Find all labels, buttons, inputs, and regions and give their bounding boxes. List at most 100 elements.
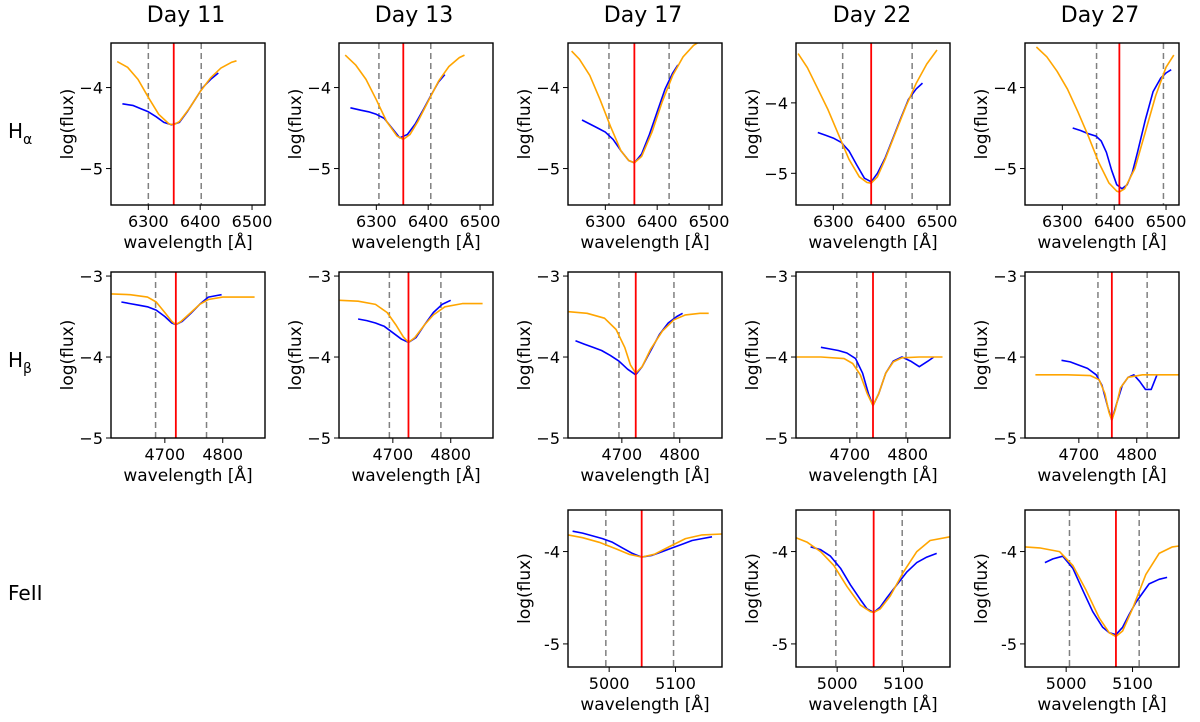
plot-area xyxy=(344,43,465,205)
panel-frame xyxy=(567,271,723,439)
x-tick-label: 5100 xyxy=(883,674,924,693)
panel-hbeta-day11: 4700 4800 −5 −4 −3 wavelength [Å] log(flux) xyxy=(58,267,266,486)
plot-area xyxy=(1025,510,1179,667)
x-tick-label: 6400 xyxy=(408,212,449,231)
panel-frame xyxy=(338,271,494,439)
row-label-halpha: Hα xyxy=(8,119,32,148)
x-tick-label: 6400 xyxy=(1094,212,1135,231)
y-tick-label: −5 xyxy=(764,429,788,448)
panel-frame xyxy=(795,271,951,439)
plot-area xyxy=(796,272,943,438)
y-axis-label: log(flux) xyxy=(743,553,763,624)
x-tick-label: 6500 xyxy=(1146,212,1187,231)
y-axis-label: log(flux) xyxy=(743,89,763,160)
y-tick-label: −5 xyxy=(536,160,560,179)
plot-area xyxy=(111,272,255,438)
x-tick-label: 6300 xyxy=(585,212,626,231)
column-title-day-13: Day 13 xyxy=(375,3,453,28)
panel-halpha-day22: 6300 6400 6500 −5 −4 wavelength [Å] log(flux) xyxy=(743,42,958,253)
fit-series-line xyxy=(1035,373,1179,422)
y-axis-label: log(flux) xyxy=(972,89,992,160)
x-tick-label: 6500 xyxy=(460,212,501,231)
x-tick-label: 6300 xyxy=(813,212,854,231)
panel-halpha-day27: 6300 6400 6500 −5 −4 wavelength [Å] log(flux) xyxy=(972,42,1187,253)
x-tick-label: 4700 xyxy=(829,445,870,464)
panel-frame xyxy=(110,271,266,439)
panel-frame xyxy=(795,42,951,206)
fit-series-line xyxy=(116,60,237,126)
panel-feii-day22: 5000 5100 -5 -4 wavelength [Å] log(flux) xyxy=(743,509,951,715)
panel-hbeta-day27: 4700 4800 −5 −4 −3 wavelength [Å] log(flux) xyxy=(972,267,1180,486)
y-tick-label: −4 xyxy=(993,79,1017,98)
y-axis-label: log(flux) xyxy=(972,553,992,624)
x-tick-label: 6500 xyxy=(917,212,958,231)
y-tick-label: −4 xyxy=(764,348,788,367)
x-tick-label: 4700 xyxy=(1058,445,1099,464)
y-tick-label: −4 xyxy=(307,79,331,98)
x-axis-label: wavelength [Å] xyxy=(123,231,252,253)
x-tick-label: 5000 xyxy=(817,674,858,693)
x-tick-label: 6300 xyxy=(356,212,397,231)
panel-hbeta-day13: 4700 4800 −5 −4 −3 wavelength [Å] log(flux) xyxy=(286,267,494,486)
x-tick-label: 6500 xyxy=(689,212,730,231)
x-axis-label: wavelength [Å] xyxy=(580,464,709,486)
y-tick-label: -4 xyxy=(1001,543,1017,562)
observed-series-line xyxy=(817,82,924,183)
y-axis-label: log(flux) xyxy=(58,320,78,391)
y-tick-label: -5 xyxy=(544,635,560,654)
y-tick-label: −4 xyxy=(536,348,560,367)
y-tick-label: −4 xyxy=(993,348,1017,367)
panel-frame xyxy=(1024,271,1180,439)
x-tick-label: 6500 xyxy=(232,212,273,231)
y-tick-label: −4 xyxy=(79,79,103,98)
x-tick-label: 6400 xyxy=(637,212,678,231)
column-title-day-27: Day 27 xyxy=(1061,3,1139,28)
panel-feii-day27: 5000 5100 -5 -4 wavelength [Å] log(flux) xyxy=(972,509,1180,715)
x-tick-label: 4800 xyxy=(202,445,243,464)
y-tick-label: −5 xyxy=(536,429,560,448)
plot-area xyxy=(568,510,722,667)
panel-halpha-day11: 6300 6400 6500 −5 −4 wavelength [Å] log(flux) xyxy=(58,42,273,253)
y-tick-label: -4 xyxy=(772,543,788,562)
x-tick-label: 4800 xyxy=(887,445,928,464)
row-label-feii: FeII xyxy=(8,581,43,605)
y-tick-label: −3 xyxy=(536,267,560,286)
y-tick-label: −4 xyxy=(536,79,560,98)
x-tick-label: 4700 xyxy=(372,445,413,464)
y-tick-label: −4 xyxy=(764,94,788,113)
x-axis-label: wavelength [Å] xyxy=(351,231,480,253)
y-tick-label: −5 xyxy=(79,160,103,179)
x-tick-label: 6400 xyxy=(180,212,221,231)
observed-series-line xyxy=(122,72,219,126)
x-axis-label: wavelength [Å] xyxy=(580,693,709,715)
x-axis-label: wavelength [Å] xyxy=(808,231,937,253)
x-tick-label: 6300 xyxy=(1042,212,1083,231)
y-axis-label: log(flux) xyxy=(515,553,535,624)
y-tick-label: −3 xyxy=(79,267,103,286)
y-tick-label: −4 xyxy=(79,348,103,367)
y-axis-label: log(flux) xyxy=(743,320,763,391)
x-axis-label: wavelength [Å] xyxy=(351,464,480,486)
plot-area xyxy=(571,43,699,205)
panel-halpha-day13: 6300 6400 6500 −5 −4 wavelength [Å] log(flux) xyxy=(286,42,501,253)
y-tick-label: −5 xyxy=(307,160,331,179)
y-axis-label: log(flux) xyxy=(972,320,992,391)
fit-series-line xyxy=(571,43,699,164)
fit-series-line xyxy=(568,533,722,558)
column-title-day-11: Day 11 xyxy=(147,3,225,28)
fit-series-line xyxy=(568,310,709,375)
x-axis-label: wavelength [Å] xyxy=(580,231,709,253)
x-tick-label: 6400 xyxy=(865,212,906,231)
row-label-hbeta: Hβ xyxy=(8,348,32,377)
panel-frame xyxy=(567,42,723,206)
observed-series-line xyxy=(357,299,452,344)
fit-series-line xyxy=(111,293,255,326)
x-tick-label: 5100 xyxy=(1112,674,1153,693)
y-axis-label: log(flux) xyxy=(286,89,306,160)
y-tick-label: −3 xyxy=(307,267,331,286)
x-axis-label: wavelength [Å] xyxy=(1037,231,1166,253)
fit-series-line xyxy=(797,49,938,184)
y-tick-label: −3 xyxy=(764,267,788,286)
plot-area xyxy=(116,43,237,205)
